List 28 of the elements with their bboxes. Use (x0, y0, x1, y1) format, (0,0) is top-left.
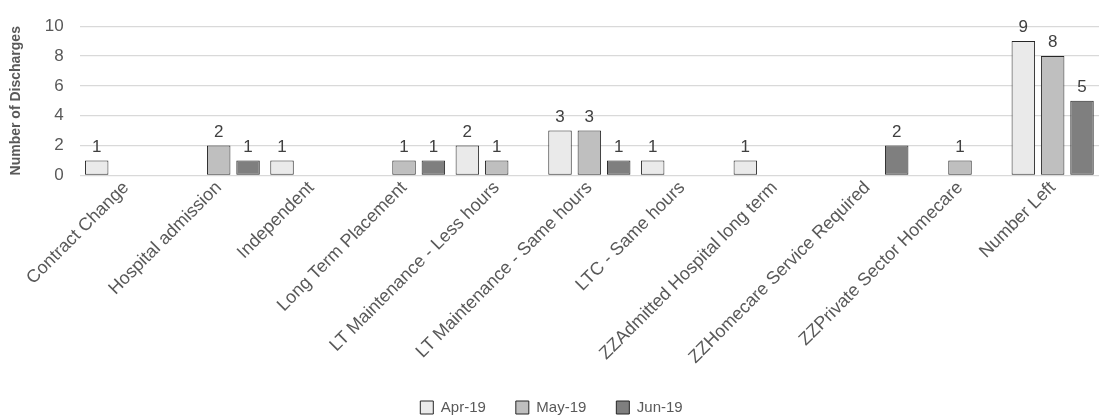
data-label: 1 (91, 136, 102, 156)
legend-label: Apr-19 (440, 397, 486, 415)
y-tick-label: 4 (54, 105, 64, 125)
data-label: 1 (277, 136, 287, 156)
y-tick-label: 2 (54, 135, 64, 155)
data-label: 1 (740, 136, 751, 156)
data-label: 1 (243, 136, 253, 156)
data-label: 1 (399, 136, 409, 156)
y-axis-title: Number of Discharges (7, 25, 24, 176)
data-label: 5 (1077, 76, 1087, 96)
y-tick-label: 6 (54, 75, 64, 95)
y-tick-label: 10 (44, 15, 64, 35)
data-label: 2 (213, 121, 224, 141)
data-label: 3 (555, 106, 565, 126)
data-label: 2 (462, 121, 473, 141)
data-label: 1 (955, 136, 965, 156)
data-label: 1 (491, 136, 502, 156)
data-label: 1 (613, 136, 624, 156)
data-label: 9 (1018, 17, 1029, 37)
data-label: 1 (647, 136, 658, 156)
legend-label: May-19 (536, 397, 587, 415)
y-tick-label: 0 (54, 164, 64, 184)
y-tick-label: 8 (54, 45, 64, 65)
data-label: 1 (428, 136, 439, 156)
data-label: 2 (891, 121, 902, 141)
data-label: 8 (1047, 32, 1058, 52)
legend-label: Jun-19 (636, 397, 683, 415)
data-label: 3 (584, 106, 595, 126)
